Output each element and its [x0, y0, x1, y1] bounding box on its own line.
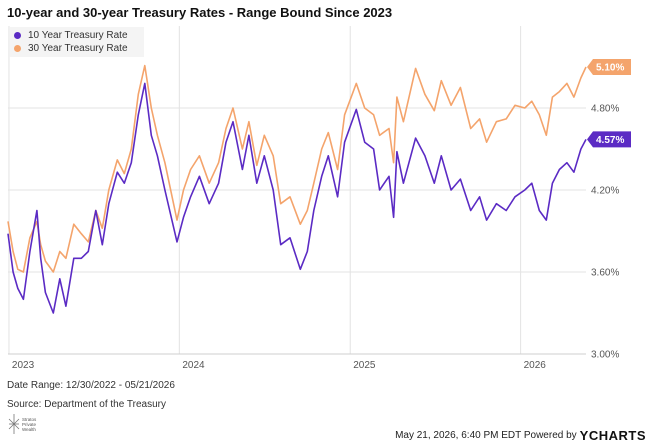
legend-label-10-year: 10 Year Treasury Rate [28, 30, 128, 41]
x-tick-label: 2026 [524, 360, 547, 371]
logo-text: Stratos Private Wealth [22, 416, 37, 432]
company-logo: Stratos Private Wealth [8, 413, 50, 435]
end-value-label: 4.57% [596, 135, 624, 146]
legend-label-30-year: 30 Year Treasury Rate [28, 43, 128, 54]
y-tick-label: 3.00% [591, 350, 619, 361]
date-range: Date Range: 12/30/2022 - 05/21/2026 [7, 380, 175, 391]
chart-title: 10-year and 30-year Treasury Rates - Ran… [7, 5, 393, 20]
legend-swatch-30-year [14, 45, 21, 52]
y-tick-label: 3.60% [591, 268, 619, 279]
legend: 10 Year Treasury Rate 30 Year Treasury R… [8, 27, 144, 57]
source-note: Source: Department of the Treasury [7, 399, 166, 410]
series-line-10-year [7, 82, 587, 314]
y-tick-label: 4.20% [591, 186, 619, 197]
series-line-30-year [7, 64, 587, 273]
y-tick-label: 4.80% [591, 104, 619, 115]
ycharts-logo[interactable]: YCHARTS [579, 428, 646, 443]
attribution: May 21, 2026, 6:40 PM EDT Powered by YCH… [395, 428, 646, 443]
end-value-flag [587, 131, 631, 148]
logo-mark-icon [8, 414, 20, 434]
end-value-label: 5.10% [596, 63, 624, 74]
timestamp: May 21, 2026, 6:40 PM EDT Powered by [395, 430, 577, 441]
legend-item-10-year: 10 Year Treasury Rate [14, 29, 138, 42]
x-tick-label: 2023 [12, 360, 35, 371]
end-value-flag [587, 59, 631, 75]
legend-item-30-year: 30 Year Treasury Rate [14, 42, 138, 55]
x-tick-label: 2025 [353, 360, 376, 371]
x-tick-label: 2024 [182, 360, 205, 371]
legend-swatch-10-year [14, 32, 21, 39]
